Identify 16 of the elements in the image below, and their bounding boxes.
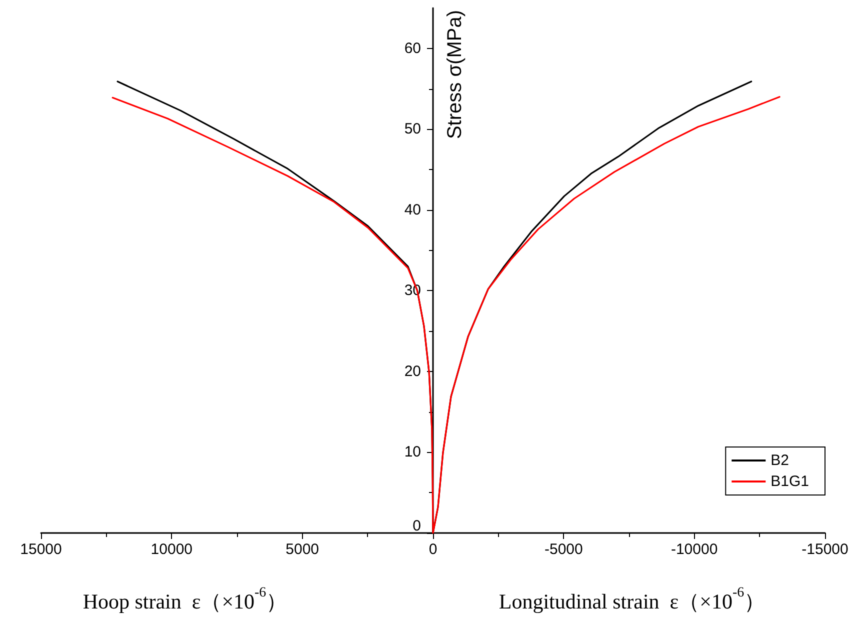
legend-label: B2 (770, 452, 790, 469)
y-tick-label: 50 (404, 120, 421, 138)
y-tick-label: 0 (412, 518, 421, 534)
legend-label: B1G1 (770, 473, 810, 490)
x-tick-label: 10000 (150, 541, 193, 558)
y-tick-label: 20 (404, 362, 421, 380)
y-tick-label: 40 (404, 201, 421, 218)
x-tick-label: 0 (428, 541, 438, 558)
y-tick-label: 10 (404, 444, 421, 461)
x-tick-label: -5000 (544, 541, 583, 558)
x-tick-label: 15000 (20, 541, 62, 558)
y-axis-title: Stress σ(MPa) (444, 10, 466, 140)
x-tick-label: -10000 (670, 541, 718, 558)
x-tick-label: -15000 (802, 541, 848, 558)
x-tick-label: 5000 (286, 541, 320, 558)
y-tick-label: 60 (404, 40, 421, 57)
